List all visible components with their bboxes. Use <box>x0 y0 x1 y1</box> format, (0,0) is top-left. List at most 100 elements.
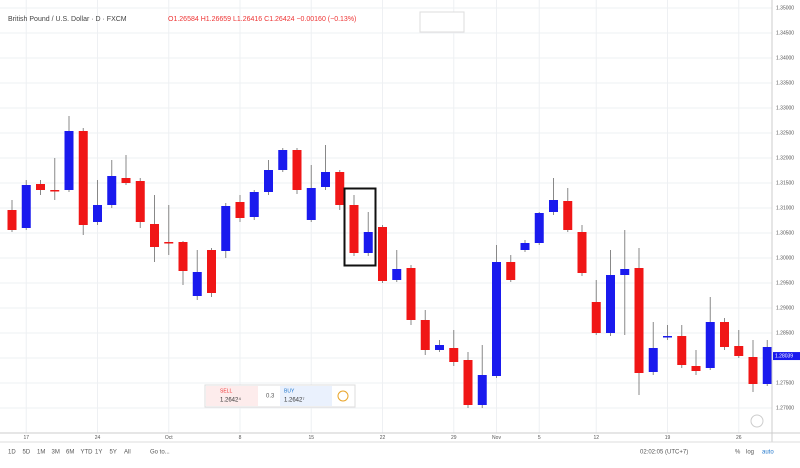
x-tick-label: 29 <box>451 435 457 441</box>
candle-body <box>449 348 459 362</box>
candle-body <box>563 201 573 230</box>
x-tick-label: Nov <box>492 435 501 441</box>
candle-body <box>691 366 701 371</box>
candle-body <box>392 269 402 280</box>
candle-body <box>435 345 444 350</box>
range-button[interactable]: 5Y <box>110 450 117 456</box>
candle-body <box>663 336 672 338</box>
candle-body <box>50 190 60 192</box>
candle-body <box>178 242 188 271</box>
y-tick-label: 1.31500 <box>776 180 794 186</box>
toolbar: Go to... 02:02:05 (UTC+7) % log auto 1D 5… <box>8 450 774 456</box>
x-tick-label: 12 <box>593 435 599 441</box>
trade-widget: SELL 1.2642⁴ 0.3 BUY 1.2642⁷ <box>204 384 356 408</box>
candle-body <box>734 346 744 356</box>
symbol: British Pound / U.S. Dollar · D · FXCM <box>8 16 127 23</box>
last-price-tag <box>773 352 800 361</box>
candle-body <box>477 375 487 405</box>
sell-button[interactable] <box>206 386 258 406</box>
y-tick-label: 1.32500 <box>776 130 794 136</box>
last-price-label: 1.28039 <box>775 353 793 359</box>
y-tick-label: 1.30500 <box>776 230 794 236</box>
candle-body <box>705 322 715 368</box>
y-tick-label: 1.33000 <box>776 105 794 111</box>
x-tick-label: 24 <box>95 435 101 441</box>
candle-body <box>748 357 758 384</box>
candle-body <box>520 243 530 250</box>
candle-body <box>306 188 316 220</box>
floating-widget[interactable] <box>419 11 465 33</box>
auto-toggle[interactable]: auto <box>762 450 774 456</box>
candle-body <box>249 192 259 217</box>
candle-body <box>235 202 245 218</box>
candle-body <box>93 205 102 222</box>
y-tick-label: 1.29500 <box>776 280 794 286</box>
buy-button[interactable] <box>280 386 332 406</box>
clock: 02:02:05 (UTC+7) <box>640 450 688 456</box>
candle-body <box>506 262 516 280</box>
candle-body <box>278 150 288 170</box>
sell-price: 1.2642⁴ <box>220 397 241 404</box>
x-tick-label: 19 <box>665 435 671 441</box>
candle-body <box>264 170 273 192</box>
y-tick-label: 1.29000 <box>776 305 794 311</box>
candle-body <box>107 176 117 205</box>
y-tick-label: 1.33500 <box>776 80 794 86</box>
range-button[interactable]: 3M <box>52 450 60 456</box>
x-tick-label: 5 <box>538 435 541 441</box>
settings-button[interactable] <box>750 414 764 428</box>
candle-body <box>634 268 644 373</box>
candle-body <box>7 210 17 230</box>
candle-body <box>292 150 302 190</box>
range-button[interactable]: 1Y <box>95 450 102 456</box>
x-tick-label: 8 <box>239 435 242 441</box>
goto[interactable]: Go to... <box>150 450 170 456</box>
candle-body <box>606 275 615 333</box>
y-tick-label: 1.34000 <box>776 55 794 61</box>
candle-body <box>135 181 145 222</box>
sell-label: SELL <box>220 388 232 394</box>
y-tick-label: 1.30000 <box>776 255 794 261</box>
candles <box>7 116 772 408</box>
candle-body <box>335 172 345 205</box>
range-button[interactable]: 5D <box>23 450 31 456</box>
y-tick-label: 1.27000 <box>776 405 794 411</box>
candle-body <box>534 213 544 243</box>
candle-body <box>420 320 430 350</box>
candle-body <box>378 227 387 281</box>
candle-body <box>463 360 473 405</box>
y-tick-label: 1.34500 <box>776 30 794 36</box>
candle-body <box>164 242 174 244</box>
range-button[interactable]: 1M <box>37 450 45 456</box>
candle-body <box>64 131 74 190</box>
candle-body <box>192 272 202 296</box>
range-button[interactable]: 1D <box>8 450 16 456</box>
log-toggle[interactable]: log <box>746 450 754 456</box>
percent-toggle[interactable]: % <box>735 450 741 456</box>
candle-body <box>207 250 216 293</box>
candle-body <box>577 232 587 273</box>
y-tick-label: 1.35000 <box>776 5 794 11</box>
x-tick-label: 26 <box>736 435 742 441</box>
candle-body <box>677 336 687 365</box>
ohlc-readout: O1.26584 H1.26659 L1.26416 C1.26424 −0.0… <box>168 16 356 23</box>
range-button[interactable]: YTD <box>81 450 94 456</box>
x-tick-label: 15 <box>308 435 314 441</box>
range-button[interactable]: 6M <box>66 450 74 456</box>
candle-body <box>648 348 658 372</box>
candle-body <box>36 184 45 190</box>
y-tick-label: 1.27500 <box>776 380 794 386</box>
x-tick-label: 22 <box>380 435 386 441</box>
candle-body <box>492 262 501 376</box>
candle-body <box>363 232 373 253</box>
candle-body <box>406 268 416 320</box>
range-button[interactable]: All <box>124 450 131 456</box>
y-tick-label: 1.31000 <box>776 205 794 211</box>
candle-body <box>121 178 131 183</box>
buy-label: BUY <box>284 388 295 394</box>
order-icon[interactable] <box>337 390 349 402</box>
candle-body <box>591 302 601 333</box>
candle-body <box>349 205 359 253</box>
